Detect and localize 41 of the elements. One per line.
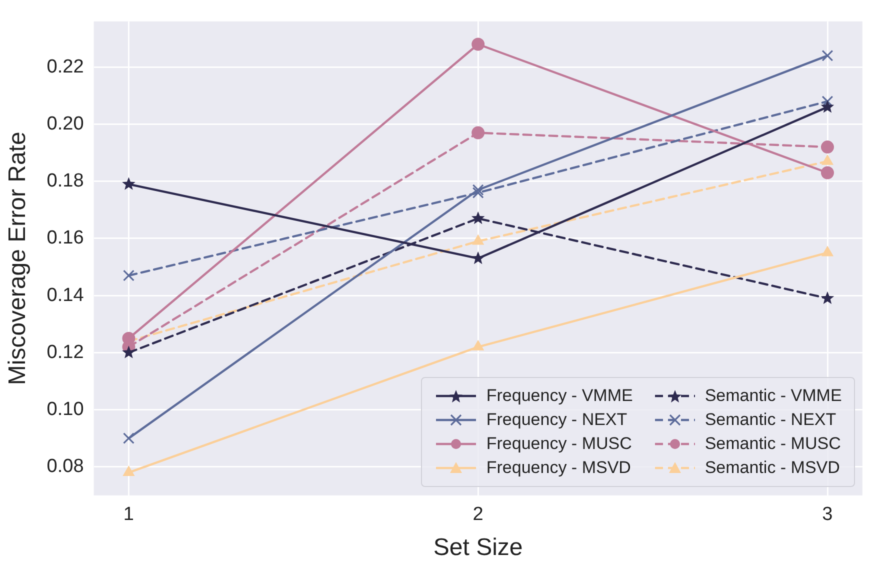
x-tick-label: 3 <box>822 504 833 526</box>
point <box>822 246 834 256</box>
point <box>820 166 834 180</box>
y-tick-label: 0.12 <box>46 342 84 363</box>
legend-label: Frequency - VMME <box>486 386 633 406</box>
point <box>122 270 134 282</box>
point <box>122 432 134 444</box>
point <box>472 38 485 51</box>
point <box>122 177 136 190</box>
point <box>472 186 484 198</box>
point <box>820 140 834 154</box>
y-tick-label: 0.16 <box>46 228 84 249</box>
point <box>472 184 484 196</box>
legend-label: Semantic - NEXT <box>704 410 836 430</box>
legend-label: Frequency - NEXT <box>486 410 628 430</box>
legend-label: Frequency - MUSC <box>486 434 632 454</box>
point <box>471 211 485 224</box>
point <box>822 96 834 108</box>
y-axis-title: Miscoverage Error Rate <box>4 132 32 386</box>
y-tick-label: 0.08 <box>46 456 84 478</box>
point <box>471 251 485 264</box>
point <box>122 332 136 345</box>
point <box>122 346 136 358</box>
point <box>820 100 834 113</box>
point <box>820 291 834 304</box>
y-tick-label: 0.14 <box>46 284 84 306</box>
y-tick-label: 0.18 <box>46 170 84 192</box>
x-tick-label: 2 <box>472 504 484 526</box>
y-tick-label: 0.10 <box>46 398 84 420</box>
point <box>472 340 484 350</box>
x-axis-title: Set Size <box>433 534 523 562</box>
point <box>822 50 834 62</box>
y-tick-label: 0.20 <box>46 113 84 134</box>
legend-label: Semantic - MUSC <box>704 434 841 454</box>
point <box>123 466 134 476</box>
legend-label: Frequency - MSVD <box>486 458 631 478</box>
x-tick-label: 1 <box>123 504 134 526</box>
y-tick-label: 0.22 <box>46 56 84 78</box>
legend-label: Semantic - VMME <box>704 386 842 406</box>
legend-label: Semantic - MSVD <box>704 458 840 478</box>
point <box>472 126 485 140</box>
